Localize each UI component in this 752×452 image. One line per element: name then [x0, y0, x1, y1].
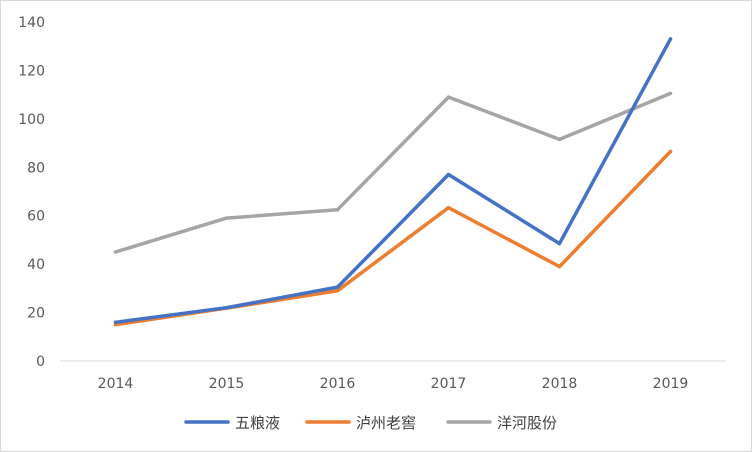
- data-point: [668, 149, 673, 154]
- legend-label: 泸州老窖: [356, 414, 416, 432]
- y-tick-label: 20: [27, 306, 45, 322]
- x-tick-label: 2015: [209, 376, 245, 392]
- data-point: [557, 264, 562, 269]
- data-point: [446, 206, 451, 210]
- data-point: [335, 289, 340, 293]
- data-point: [113, 320, 118, 324]
- legend: 五粮液 泸州老窖 洋河股份: [184, 414, 557, 432]
- y-tick-label: 120: [18, 63, 45, 79]
- data-point: [113, 250, 118, 254]
- x-tick-label: 2018: [542, 376, 578, 392]
- y-tick-label: 100: [18, 112, 45, 128]
- data-point: [557, 137, 562, 142]
- data-point: [335, 285, 340, 289]
- data-point: [668, 91, 673, 96]
- series-line-1: [113, 37, 673, 325]
- y-tick-label: 0: [36, 354, 45, 370]
- series-line-2: [113, 149, 673, 327]
- data-point: [224, 306, 229, 310]
- data-point: [224, 216, 229, 220]
- series-line-3: [113, 91, 673, 254]
- y-tick-label: 140: [18, 15, 45, 31]
- legend-label: 五粮液: [235, 414, 280, 432]
- series-layer: [113, 37, 673, 327]
- x-tick-label: 2016: [320, 376, 356, 392]
- x-tick-label: 2019: [653, 376, 689, 392]
- data-point: [557, 241, 562, 246]
- data-point: [668, 37, 673, 41]
- x-tick-label: 2014: [98, 376, 134, 392]
- data-point: [446, 172, 451, 177]
- x-tick-label: 2017: [431, 376, 467, 392]
- y-tick-label: 40: [27, 257, 45, 273]
- data-point: [335, 207, 340, 212]
- y-tick-label: 80: [27, 160, 45, 176]
- data-point: [446, 95, 451, 99]
- axis-layer: 0 20 40 60 80 100 120 140 2014 2015 2016 2017 2018 20…: [18, 15, 726, 392]
- y-tick-label: 60: [27, 209, 45, 225]
- legend-label: 洋河股份: [497, 414, 557, 432]
